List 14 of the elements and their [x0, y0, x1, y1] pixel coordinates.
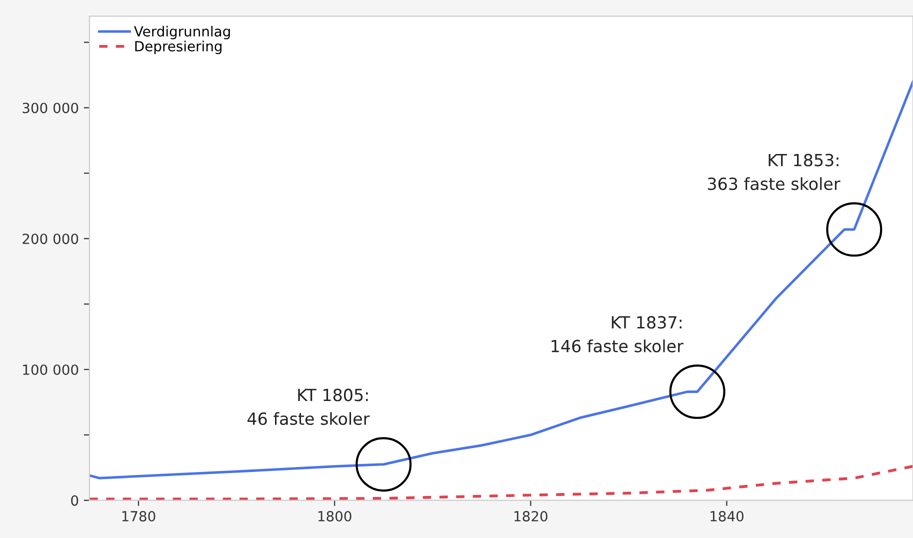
annotation: KT 1837: 146 faste skoler: [552, 316, 684, 352]
x-tick-label: 1840: [710, 511, 744, 522]
y-tick-label: 200 000: [22, 234, 78, 244]
legend-label: Verdigrunnlag: [134, 26, 230, 40]
annotation: KT 1853: 363 faste skoler: [708, 154, 840, 190]
legend-label: Depresiering: [135, 40, 222, 54]
line-series: [89, 80, 913, 480]
x-tick-label: 1820: [514, 511, 548, 522]
x-tick-label: 1800: [318, 511, 352, 522]
y-tick-label: 300 000: [22, 102, 78, 114]
x-tick-label: 1780: [122, 511, 156, 522]
annotation: KT 1805: 46 faste skoler: [248, 388, 370, 426]
y-tick-label: 0: [71, 495, 78, 506]
y-tick-label: 100 000: [23, 364, 78, 375]
